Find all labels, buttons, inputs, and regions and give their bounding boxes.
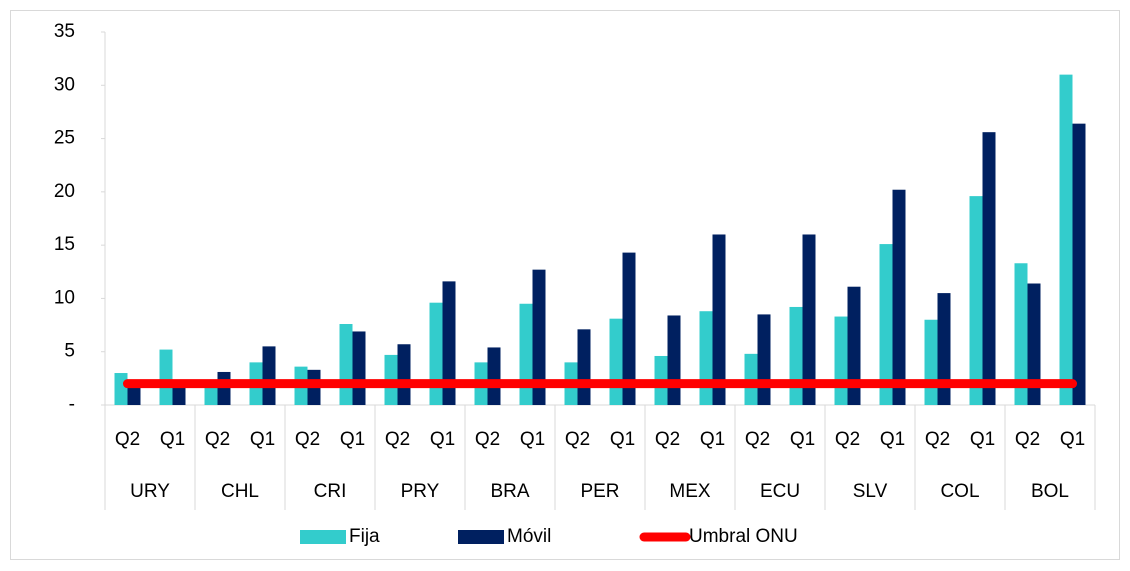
- x-tick-label: Q1: [1060, 429, 1085, 450]
- bar: [789, 306, 803, 405]
- x-tick-label: Q1: [160, 429, 185, 450]
- bar: [172, 387, 186, 405]
- chart-frame: [10, 10, 1120, 560]
- x-tick-label: Q2: [655, 429, 680, 450]
- x-tick-label: Q2: [745, 429, 770, 450]
- x-tick-label: Q2: [925, 429, 950, 450]
- y-tick-label: 35: [54, 21, 75, 42]
- x-tick-label: Q2: [385, 429, 410, 450]
- x-tick-label: Q1: [700, 429, 725, 450]
- group-label: CHL: [221, 481, 259, 502]
- bar: [892, 189, 906, 405]
- bar: [204, 385, 218, 405]
- group-label: MEX: [669, 481, 711, 502]
- x-tick-label: Q2: [295, 429, 320, 450]
- x-tick-label: Q2: [115, 429, 140, 450]
- group-label: BRA: [490, 481, 529, 502]
- bar: [159, 349, 173, 405]
- group-label: CRI: [314, 481, 347, 502]
- y-tick-label: 30: [54, 74, 75, 95]
- bar: [429, 302, 443, 405]
- x-tick-label: Q2: [565, 429, 590, 450]
- bar: [1072, 123, 1086, 405]
- legend-label: Móvil: [507, 526, 551, 547]
- bar: [1027, 283, 1041, 405]
- x-tick-label: Q1: [880, 429, 905, 450]
- bar: [622, 252, 636, 405]
- bar: [487, 347, 501, 405]
- bar: [879, 244, 893, 405]
- x-tick-label: Q2: [835, 429, 860, 450]
- y-tick-label: -: [69, 394, 75, 415]
- bar: [834, 316, 848, 405]
- x-tick-label: Q1: [790, 429, 815, 450]
- bar: [519, 303, 533, 405]
- x-tick-label: Q1: [970, 429, 995, 450]
- y-tick-label: 20: [54, 181, 75, 202]
- bar: [924, 319, 938, 405]
- x-tick-label: Q2: [205, 429, 230, 450]
- bar: [532, 269, 546, 405]
- bar: [609, 318, 623, 405]
- y-tick-label: 15: [54, 234, 75, 255]
- bar: [352, 331, 366, 405]
- bar: [114, 373, 128, 405]
- bar: [712, 234, 726, 405]
- bar: [667, 315, 681, 405]
- bar: [442, 281, 456, 405]
- bar: [397, 344, 411, 405]
- group-label: URY: [130, 481, 170, 502]
- bar: [127, 384, 141, 405]
- y-tick-label: 5: [64, 341, 75, 362]
- bar: [937, 293, 951, 405]
- x-tick-label: Q2: [1015, 429, 1040, 450]
- legend-label: Fija: [349, 526, 380, 547]
- x-tick-label: Q1: [610, 429, 635, 450]
- x-tick-label: Q2: [475, 429, 500, 450]
- bar: [339, 324, 353, 405]
- bar: [1059, 74, 1073, 405]
- group-label: SLV: [853, 481, 888, 502]
- bar: [802, 234, 816, 405]
- bar: [262, 346, 276, 405]
- bar: [982, 132, 996, 406]
- group-label: PRY: [401, 481, 440, 502]
- x-tick-label: Q1: [520, 429, 545, 450]
- bar: [969, 196, 983, 405]
- bar: [217, 371, 231, 405]
- group-label: ECU: [760, 481, 800, 502]
- bar: [577, 329, 591, 405]
- x-tick-label: Q1: [250, 429, 275, 450]
- group-label: PER: [580, 481, 619, 502]
- legend-swatch: [458, 530, 504, 544]
- x-tick-label: Q1: [430, 429, 455, 450]
- bar: [1014, 263, 1028, 405]
- legend-swatch: [300, 530, 346, 544]
- x-tick-label: Q1: [340, 429, 365, 450]
- group-label: BOL: [1031, 481, 1069, 502]
- y-tick-label: 25: [54, 128, 75, 149]
- bar: [847, 286, 861, 405]
- y-tick-label: 10: [54, 287, 75, 308]
- bar: [757, 314, 771, 405]
- legend-label: Umbral ONU: [689, 526, 798, 547]
- group-label: COL: [940, 481, 979, 502]
- bar: [699, 311, 713, 405]
